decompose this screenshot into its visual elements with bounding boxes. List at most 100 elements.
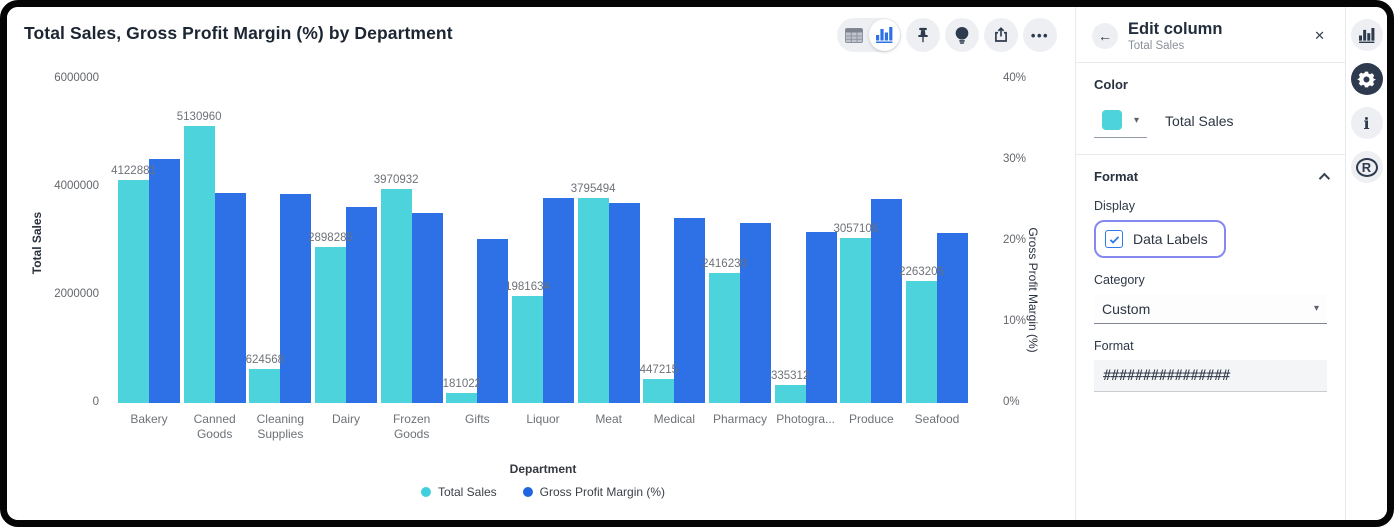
gross-profit-margin-bar[interactable] xyxy=(871,198,903,403)
table-view-button[interactable] xyxy=(838,19,869,51)
x-axis-category-label: Seafood xyxy=(914,412,960,426)
format-input[interactable]: ################ xyxy=(1094,360,1327,392)
total-sales-bar[interactable] xyxy=(183,125,215,403)
left-axis-tick: 0 xyxy=(92,396,99,408)
data-label: 1981634 xyxy=(505,281,550,293)
panel-titles: Edit column Total Sales xyxy=(1128,20,1310,52)
gross-profit-margin-bar[interactable] xyxy=(477,239,509,403)
x-axis-category-label: Frozen Goods xyxy=(392,412,431,441)
close-button[interactable]: ✕ xyxy=(1310,24,1329,48)
legend-item[interactable]: Gross Profit Margin (%) xyxy=(522,485,666,499)
legend-label: Gross Profit Margin (%) xyxy=(539,485,666,499)
legend-item[interactable]: Total Sales xyxy=(420,485,497,499)
total-sales-bar[interactable] xyxy=(118,180,149,403)
chevron-down-icon: ▾ xyxy=(1313,303,1319,314)
total-sales-bar[interactable] xyxy=(709,272,740,403)
chart-legend: Total Sales Gross Profit Margin (%) xyxy=(420,485,666,499)
bar-group: 624568 xyxy=(245,79,312,403)
right-axis-title: Gross Profit Margin (%) xyxy=(1026,227,1040,353)
data-label: 2898285 xyxy=(308,231,353,244)
data-labels-label: Data Labels xyxy=(1133,231,1208,247)
gross-profit-margin-bar[interactable] xyxy=(937,232,968,403)
category-select[interactable]: Custom ▾ xyxy=(1094,294,1327,324)
bar-group: 447215 xyxy=(640,79,706,403)
x-axis-category-label: Dairy xyxy=(331,412,361,426)
x-axis-category-label: Cleaning Supplies xyxy=(256,412,305,441)
back-button[interactable]: ← xyxy=(1092,23,1118,49)
total-sales-bar[interactable] xyxy=(380,188,412,403)
color-swatch-dropdown[interactable]: ▾ xyxy=(1094,104,1148,138)
explore-button[interactable] xyxy=(945,18,979,52)
share-button[interactable] xyxy=(984,18,1018,52)
info-button[interactable]: i xyxy=(1350,107,1383,139)
chart-title: Total Sales, Gross Profit Margin (%) by … xyxy=(24,23,453,43)
color-section: Color ▾ Total Sales xyxy=(1076,63,1345,154)
bar-group: 181022 xyxy=(442,79,509,403)
gross-profit-margin-bar[interactable] xyxy=(805,232,837,403)
right-axis-tick: 10% xyxy=(1003,315,1027,327)
x-axis-category-label: Liquor xyxy=(526,412,560,426)
total-sales-bar[interactable] xyxy=(643,378,675,403)
total-sales-bar[interactable] xyxy=(840,237,872,403)
info-icon: i xyxy=(1363,113,1370,133)
color-row: ▾ Total Sales xyxy=(1094,104,1327,138)
legend-swatch xyxy=(420,487,431,497)
x-axis-category-label: Canned Goods xyxy=(193,412,236,441)
right-axis-tick: 20% xyxy=(1003,234,1027,246)
pin-icon xyxy=(914,26,932,44)
category-label: Category xyxy=(1094,273,1145,287)
gross-profit-margin-bar[interactable] xyxy=(214,193,246,403)
bar-chart-icon xyxy=(876,27,893,43)
gross-profit-margin-bar[interactable] xyxy=(149,159,180,403)
left-axis-tick: 6000000 xyxy=(54,72,99,84)
gross-profit-margin-bar[interactable] xyxy=(608,202,640,403)
chevron-down-icon: ▾ xyxy=(1134,114,1140,126)
gross-profit-margin-bar[interactable] xyxy=(280,194,312,403)
format-section-header[interactable]: Format xyxy=(1094,169,1331,184)
r-language-button[interactable]: R xyxy=(1350,151,1383,183)
total-sales-bar[interactable] xyxy=(512,296,543,403)
table-icon xyxy=(844,27,863,43)
data-labels-checkbox-row[interactable]: Data Labels xyxy=(1094,220,1226,258)
format-input-value: ################ xyxy=(1103,367,1230,384)
total-sales-bar[interactable] xyxy=(446,393,478,403)
total-sales-bar[interactable] xyxy=(577,198,609,403)
right-icon-rail: i R xyxy=(1345,7,1387,520)
element-format-button[interactable] xyxy=(1350,19,1383,51)
data-label: 181022 xyxy=(442,378,482,391)
checkmark-icon xyxy=(1108,233,1121,246)
data-label: 624568 xyxy=(245,354,285,367)
right-axis-tick: 40% xyxy=(1003,72,1027,84)
data-labels-checkbox[interactable] xyxy=(1105,230,1123,248)
gross-profit-margin-bar[interactable] xyxy=(674,217,706,403)
total-sales-bar[interactable] xyxy=(249,369,281,403)
x-axis-category-label: Produce xyxy=(848,412,894,426)
panel-subtitle: Total Sales xyxy=(1128,40,1185,52)
chart-icon xyxy=(1358,27,1375,43)
chart-view-button[interactable] xyxy=(869,19,900,51)
gross-profit-margin-bar[interactable] xyxy=(543,198,574,403)
more-options-button[interactable]: ••• xyxy=(1023,18,1057,52)
gear-icon xyxy=(1357,70,1376,89)
x-axis-category-label: Gifts xyxy=(464,412,490,426)
left-axis-title: Total Sales xyxy=(30,211,44,275)
gross-profit-margin-bar[interactable] xyxy=(346,206,377,403)
share-icon xyxy=(992,26,1010,44)
settings-button[interactable] xyxy=(1350,63,1383,95)
total-sales-bar[interactable] xyxy=(315,246,346,403)
legend-label: Total Sales xyxy=(437,485,497,499)
pin-button[interactable] xyxy=(906,18,940,52)
data-label: 3970932 xyxy=(373,173,419,186)
x-axis-category-label: Bakery xyxy=(130,412,168,426)
color-section-label: Color xyxy=(1094,77,1128,92)
ellipsis-icon: ••• xyxy=(1030,27,1050,43)
close-icon: ✕ xyxy=(1314,28,1325,43)
bar-group: 3970932 xyxy=(374,79,443,403)
gross-profit-margin-bar[interactable] xyxy=(740,223,771,403)
color-swatch xyxy=(1102,110,1122,130)
total-sales-bar[interactable] xyxy=(906,280,937,403)
gross-profit-margin-bar[interactable] xyxy=(411,212,443,403)
total-sales-bar[interactable] xyxy=(774,384,806,403)
plot-area: Bakery 4122881 Canned Goods 5130960 Cleaning… xyxy=(111,79,968,441)
